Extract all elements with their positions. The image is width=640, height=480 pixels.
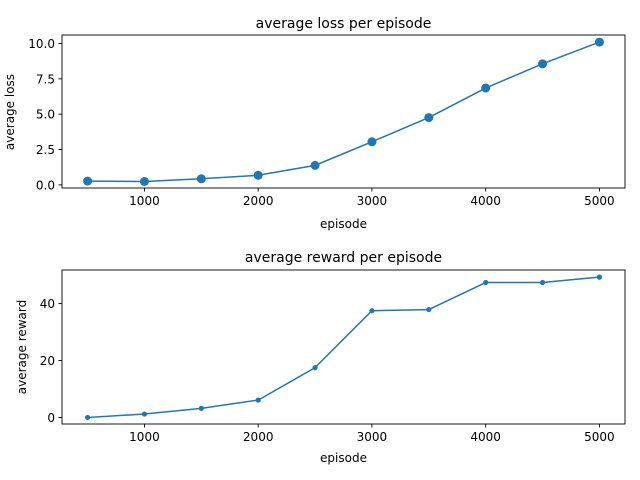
reward-x-axis-label: episode [320, 451, 367, 465]
loss-series-line [86, 41, 601, 183]
reward-data-point [369, 308, 375, 314]
loss-y-tick-label: 2.5 [36, 143, 55, 157]
loss-data-point [139, 177, 149, 186]
loss-y-tick-label: 5.0 [36, 108, 55, 122]
loss-data-point [83, 176, 93, 186]
loss-x-tick-label: 1000 [129, 194, 160, 208]
loss-y-tick-label: 0.0 [36, 178, 55, 192]
loss-y-axis-label: average loss [3, 74, 17, 150]
loss-series [83, 37, 604, 186]
reward-x-axis: 1000 2000 3000 4000 5000 [129, 424, 615, 444]
reward-y-axis: 0 20 40 [40, 297, 62, 425]
reward-data-point [539, 279, 546, 286]
loss-x-tick-label: 3000 [357, 194, 388, 208]
loss-data-point [424, 113, 434, 123]
loss-data-point [538, 59, 548, 69]
loss-chart-title: average loss per episode [256, 16, 432, 32]
reward-y-tick-label: 20 [40, 354, 55, 368]
loss-x-tick-label: 4000 [470, 194, 501, 208]
reward-data-point [596, 274, 603, 280]
reward-y-axis-label: average reward [15, 300, 29, 395]
loss-y-tick-label: 7.5 [36, 72, 55, 86]
reward-y-tick-label: 0 [47, 411, 55, 425]
reward-x-tick-label: 5000 [584, 430, 615, 444]
loss-y-axis: 0.0 2.5 5.0 7.5 10.0 [28, 37, 62, 192]
reward-x-tick-label: 2000 [243, 430, 274, 444]
reward-y-tick-label: 40 [40, 297, 55, 311]
loss-x-axis-label: episode [320, 217, 367, 231]
loss-data-point [594, 37, 604, 47]
loss-x-axis: 1000 2000 3000 4000 5000 [129, 188, 615, 208]
reward-data-point [141, 411, 148, 417]
reward-x-tick-label: 4000 [470, 430, 501, 444]
reward-chart: average reward per episode 1000 2000 3000 4… [15, 250, 626, 465]
loss-data-point [310, 160, 320, 170]
loss-chart: average loss per episode 1000 2000 3000 400… [3, 16, 626, 231]
loss-y-tick-label: 10.0 [28, 37, 55, 51]
reward-axes-frame [61, 269, 626, 425]
loss-axes-frame [61, 34, 626, 189]
reward-data-point [426, 306, 432, 313]
reward-series [84, 274, 603, 421]
loss-x-tick-label: 2000 [243, 194, 274, 208]
loss-data-point [481, 83, 491, 93]
reward-x-tick-label: 1000 [129, 430, 160, 444]
reward-series-line [86, 276, 601, 419]
loss-data-point [367, 137, 377, 147]
reward-x-tick-label: 3000 [357, 430, 388, 444]
reward-data-point [312, 365, 318, 371]
loss-x-tick-label: 5000 [584, 194, 615, 208]
reward-data-point [84, 414, 91, 421]
reward-data-point [198, 405, 204, 411]
loss-data-point [196, 174, 206, 184]
reward-data-point [255, 397, 261, 403]
loss-data-point [253, 170, 263, 180]
reward-chart-title: average reward per episode [245, 250, 442, 266]
reward-data-point [483, 279, 489, 286]
